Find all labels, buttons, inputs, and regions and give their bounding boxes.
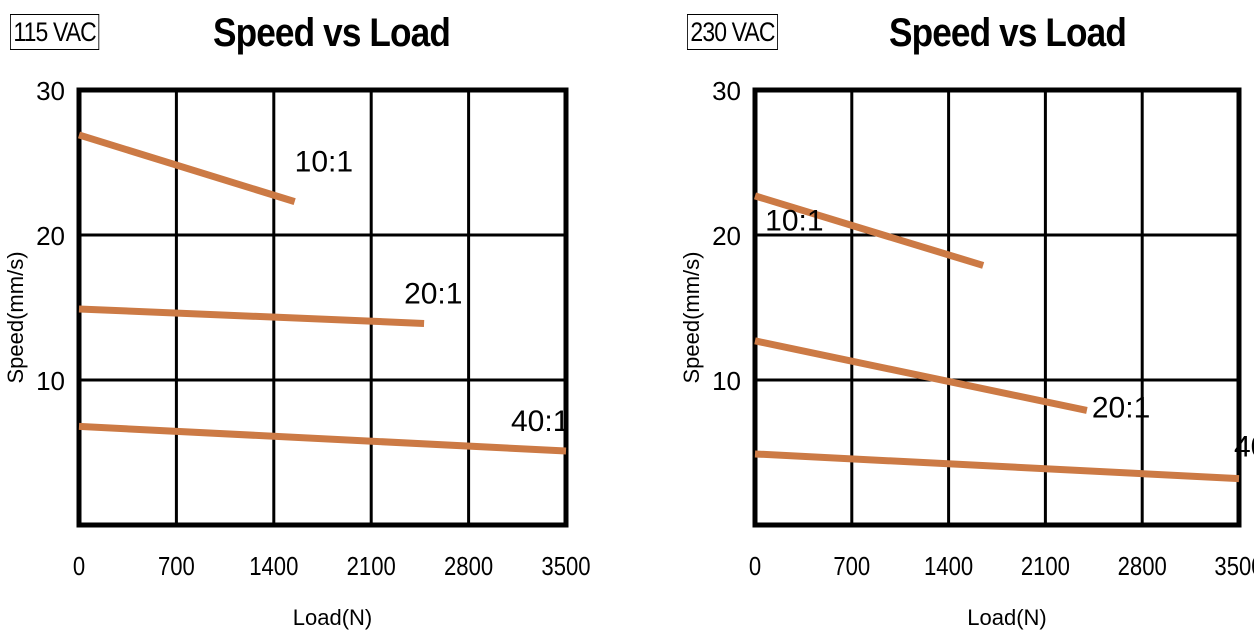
chart-svg: 10:1 20:1 40:1 0 700 1400 2100 2800 3500 10 20 30 Lo… bbox=[679, 76, 1254, 630]
chart-title: Speed vs Load bbox=[213, 11, 451, 55]
x-axis-label: Load(N) bbox=[967, 605, 1046, 630]
y-tick-label: 30 bbox=[712, 76, 741, 106]
x-tick-label: 0 bbox=[749, 552, 761, 581]
x-tick-label: 700 bbox=[158, 552, 195, 581]
chart-panel-230vac: 230 VAC Speed vs Load 10:1 20:1 40:1 0 700 14… bbox=[627, 0, 1254, 637]
y-tick-label: 10 bbox=[36, 366, 65, 396]
x-tick-label: 2100 bbox=[347, 552, 396, 581]
y-tick-label: 10 bbox=[712, 366, 741, 396]
series-label: 10:1 bbox=[765, 204, 823, 237]
y-tick-label: 30 bbox=[36, 76, 65, 106]
x-tick-label: 2800 bbox=[444, 552, 493, 581]
series-line-20-1 bbox=[754, 337, 1088, 414]
series-line-20-1 bbox=[78, 305, 425, 327]
x-tick-label: 3500 bbox=[1214, 552, 1254, 581]
series-label: 20:1 bbox=[404, 277, 462, 310]
x-tick-label: 1400 bbox=[924, 552, 973, 581]
x-tick-label: 3500 bbox=[541, 552, 590, 581]
series-line-10-1 bbox=[77, 131, 296, 205]
voltage-label: 230 VAC bbox=[687, 14, 779, 50]
chart-svg: 10:1 20:1 40:1 0 700 1400 2100 2800 3500 10 20 30 Lo… bbox=[3, 76, 591, 630]
x-tick-label: 700 bbox=[833, 552, 870, 581]
series-line-10-1 bbox=[753, 192, 985, 269]
plot-frame bbox=[76, 87, 569, 528]
series-label: 40:1 bbox=[511, 405, 569, 438]
chart-panel-115vac: 115 VAC Speed vs Load 10:1 20:1 40:1 0 700 14… bbox=[3, 11, 591, 630]
series-label: 20:1 bbox=[1092, 391, 1150, 424]
plot-frame bbox=[752, 87, 1242, 528]
y-tick-label: 20 bbox=[712, 221, 741, 251]
series-line-40-1 bbox=[754, 450, 1240, 483]
voltage-label: 115 VAC bbox=[10, 14, 100, 50]
y-axis-label: Speed(mm/s) bbox=[3, 251, 28, 383]
y-axis-label: Speed(mm/s) bbox=[679, 251, 704, 383]
y-tick-label: 20 bbox=[36, 221, 65, 251]
x-axis-label: Load(N) bbox=[293, 605, 372, 630]
series-label: 40:1 bbox=[1234, 431, 1254, 464]
x-tick-label: 2100 bbox=[1021, 552, 1070, 581]
series-label: 10:1 bbox=[295, 146, 353, 179]
series-line-40-1 bbox=[78, 422, 567, 455]
x-tick-label: 2800 bbox=[1118, 552, 1167, 581]
x-tick-label: 0 bbox=[73, 552, 85, 581]
chart-title: Speed vs Load bbox=[889, 11, 1127, 55]
x-tick-label: 1400 bbox=[249, 552, 298, 581]
